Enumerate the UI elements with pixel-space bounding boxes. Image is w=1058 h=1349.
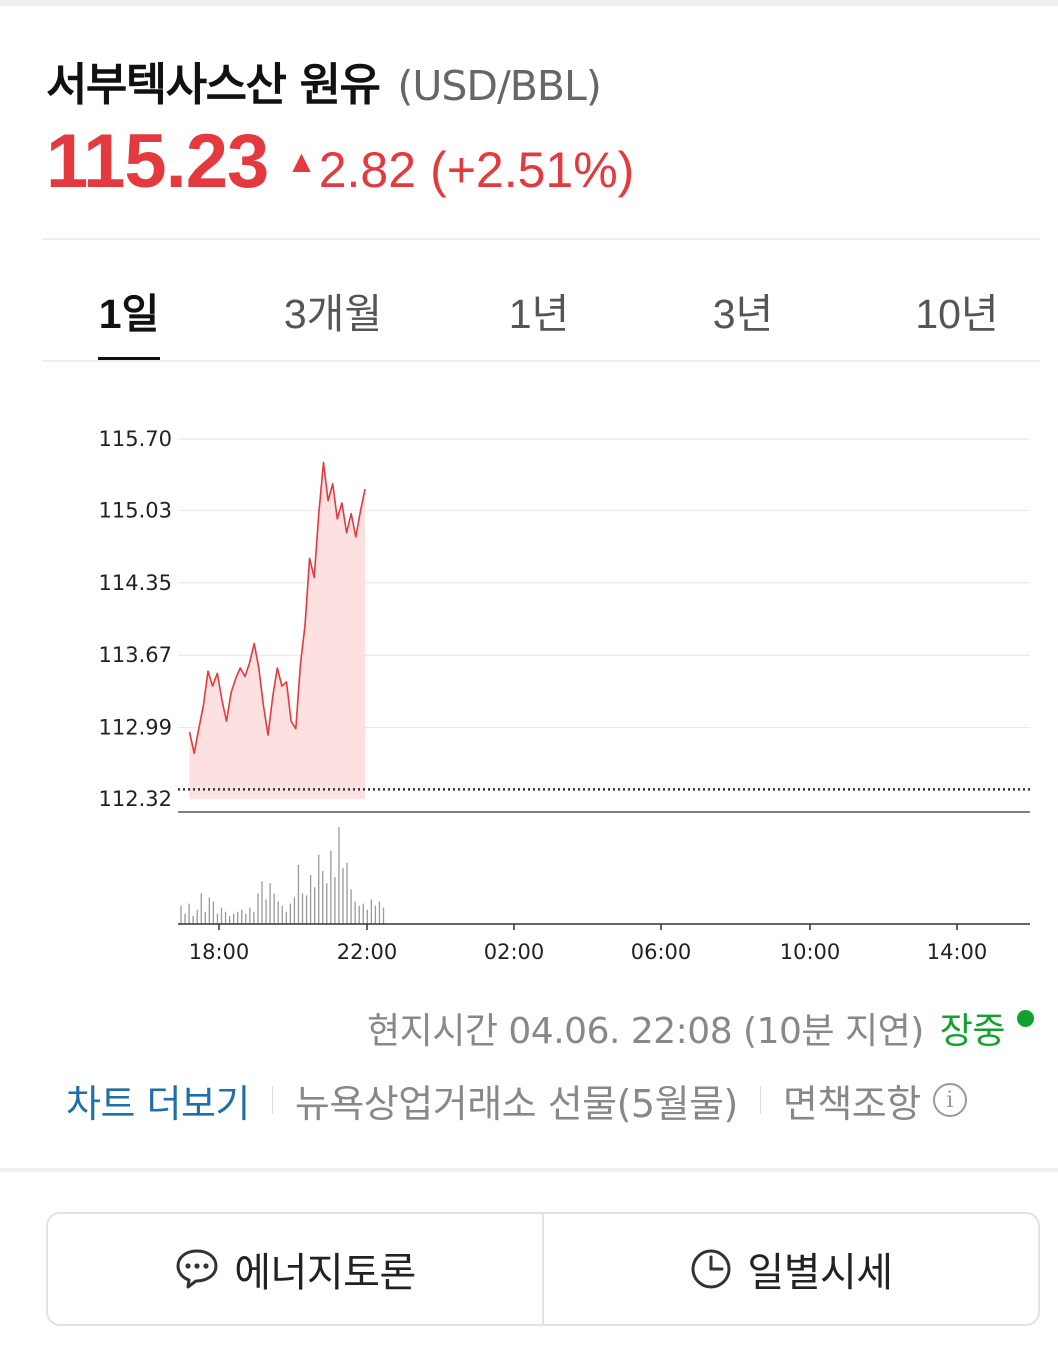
x-tick-label: 18:00 [189,940,250,964]
x-tick-label: 02:00 [484,940,545,964]
tab-1day[interactable]: 1일 [98,280,160,360]
price-summary: 115.23 ▲ 2.82 (+2.51%) [46,118,635,204]
current-price: 115.23 [46,119,269,204]
y-tick-label: 114.35 [99,571,172,595]
disclaimer-link[interactable]: 면책조항 i [783,1073,967,1128]
status-dot-icon [1017,1009,1034,1027]
separator [271,1086,273,1114]
speech-bubble-icon [176,1249,218,1289]
market-status-line: 현지시간 04.06. 22:08 (10분 지연) 장중 [367,1000,1034,1056]
more-chart-link[interactable]: 차트 더보기 [66,1081,250,1126]
tab-1year[interactable]: 1년 [508,291,570,337]
section-divider [0,1168,1058,1172]
tab-3years[interactable]: 3년 [712,291,774,337]
energy-discussion-button[interactable]: 에너지토론 [48,1214,542,1324]
action-buttons: 에너지토론 일별시세 [46,1212,1040,1326]
daily-price-button[interactable]: 일별시세 [542,1214,1038,1324]
commodity-unit: (USD/BBL) [397,62,602,110]
y-tick-label: 113.67 [99,643,172,667]
energy-discussion-label: 에너지토론 [234,1250,416,1296]
x-tick-label: 10:00 [780,940,841,964]
up-arrow-icon: ▲ [292,147,311,175]
commodity-name: 서부텍사스산 원유 [46,58,381,111]
exchange-label: 뉴욕상업거래소 선물(5월물) [294,1081,738,1126]
x-tick-label: 14:00 [927,940,988,964]
market-status: 장중 [939,1011,1006,1052]
y-tick-label: 115.03 [99,498,172,522]
y-tick-label: 115.70 [99,427,172,451]
period-tabs: 1일 3개월 1년 3년 10년 [42,258,1040,362]
separator [759,1086,761,1114]
divider [42,238,1040,240]
info-circle-icon: i [932,1083,967,1117]
commodity-title: 서부텍사스산 원유 (USD/BBL) [46,48,602,112]
tab-3months[interactable]: 3개월 [283,291,383,337]
top-edge [0,0,1058,6]
price-change: 2.82 [318,142,417,198]
x-tick-label: 22:00 [337,940,398,964]
price-change-percent: (+2.51%) [430,142,635,198]
timestamp: 현지시간 04.06. 22:08 (10분 지연) [366,1011,924,1052]
y-tick-label: 112.32 [99,787,172,811]
clock-icon [691,1249,731,1289]
disclaimer-label: 면책조항 [782,1081,921,1126]
x-tick-label: 06:00 [631,940,692,964]
daily-price-label: 일별시세 [747,1250,893,1296]
price-line [188,461,366,754]
price-area [189,462,365,799]
tab-10years[interactable]: 10년 [915,291,999,337]
y-tick-label: 112.99 [99,716,172,740]
chart-links: 차트 더보기 뉴욕상업거래소 선물(5월물) 면책조항 i [66,1072,967,1128]
price-chart: 115.70 115.03 114.35 113.67 112.99 112.32 18:0… [99,427,1030,964]
